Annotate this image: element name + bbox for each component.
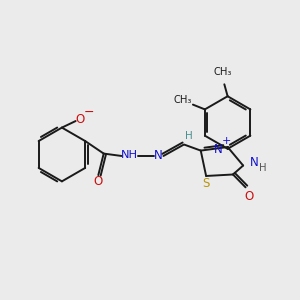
Text: −: − (84, 106, 94, 119)
Text: H: H (184, 131, 192, 141)
Text: N: N (214, 143, 223, 156)
Text: H: H (259, 163, 266, 173)
Text: O: O (76, 113, 85, 126)
Text: +: + (222, 136, 231, 146)
Text: N: N (154, 149, 162, 163)
Text: NH: NH (121, 150, 138, 161)
Text: S: S (202, 177, 210, 190)
Text: O: O (244, 190, 253, 203)
Text: CH₃: CH₃ (173, 95, 192, 105)
Text: N: N (250, 156, 259, 169)
Text: CH₃: CH₃ (214, 68, 232, 77)
Text: O: O (93, 176, 102, 188)
